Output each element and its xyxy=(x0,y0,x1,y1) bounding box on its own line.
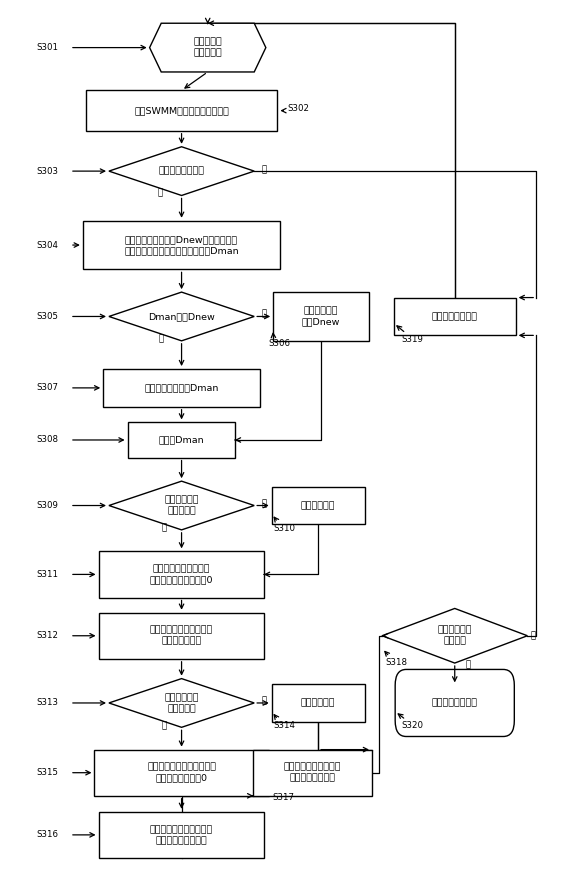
Text: S309: S309 xyxy=(36,501,58,510)
Text: 该管段管径更新为Dman: 该管段管径更新为Dman xyxy=(144,383,219,392)
Text: Dman大于Dnew: Dman大于Dnew xyxy=(148,312,215,321)
Bar xyxy=(272,487,364,525)
Text: 是: 是 xyxy=(262,696,267,705)
Text: 获取下一管段参数: 获取下一管段参数 xyxy=(432,312,478,321)
FancyBboxPatch shape xyxy=(395,669,515,736)
Text: S317: S317 xyxy=(272,794,294,803)
Text: 更新相连管段在下游检查
井处的进、出水偏移: 更新相连管段在下游检查 井处的进、出水偏移 xyxy=(150,825,213,845)
Text: 更新上游检查井内底标
高，井深，进水偏移为0: 更新上游检查井内底标 高，井深，进水偏移为0 xyxy=(150,565,213,584)
Text: S316: S316 xyxy=(36,830,58,839)
Bar xyxy=(394,297,516,335)
Text: S315: S315 xyxy=(36,768,58,777)
Polygon shape xyxy=(109,147,254,196)
Text: S320: S320 xyxy=(401,721,423,730)
Text: S313: S313 xyxy=(36,698,58,707)
Text: 一次管径调整结束: 一次管径调整结束 xyxy=(432,698,478,707)
Text: S311: S311 xyxy=(36,570,58,579)
Text: S307: S307 xyxy=(36,383,58,392)
Text: 更新下游所有管径，井
深和进，出水偏移: 更新下游所有管径，井 深和进，出水偏移 xyxy=(284,763,341,782)
Text: S302: S302 xyxy=(287,104,310,113)
Text: 最大水深大于管径: 最大水深大于管径 xyxy=(159,166,204,175)
Text: 该管段管径更
新为Dnew: 该管段管径更 新为Dnew xyxy=(302,306,340,327)
Text: S319: S319 xyxy=(401,335,423,343)
Text: S306: S306 xyxy=(269,339,291,348)
Text: 更新出水偏移: 更新出水偏移 xyxy=(301,698,335,707)
Polygon shape xyxy=(109,679,254,727)
Polygon shape xyxy=(150,23,266,72)
Bar xyxy=(95,750,269,796)
Text: S303: S303 xyxy=(36,166,58,175)
Text: S305: S305 xyxy=(36,312,58,321)
Text: S312: S312 xyxy=(36,631,58,640)
Text: 否: 否 xyxy=(262,165,267,174)
Text: 否: 否 xyxy=(161,721,166,730)
Text: 否: 否 xyxy=(161,523,166,532)
Text: 是: 是 xyxy=(465,661,470,670)
Bar xyxy=(99,612,265,658)
Polygon shape xyxy=(382,609,527,663)
Polygon shape xyxy=(109,292,254,341)
Text: 是: 是 xyxy=(158,335,164,343)
Text: 进水偏移大于
管径增加量: 进水偏移大于 管径增加量 xyxy=(164,496,199,516)
Text: 该管段进水节
点为起点: 该管段进水节 点为起点 xyxy=(437,626,472,646)
Bar xyxy=(253,750,372,796)
Text: S314: S314 xyxy=(273,721,296,730)
Bar xyxy=(83,220,280,269)
Bar xyxy=(128,422,235,458)
Polygon shape xyxy=(109,481,254,530)
Text: 更新相连管段在上游检查
井处的出水偏移: 更新相连管段在上游检查 井处的出水偏移 xyxy=(150,626,213,646)
Bar xyxy=(99,812,265,858)
Text: S308: S308 xyxy=(36,435,58,444)
Text: 增大一级管径定义为Dnew，基于最大流
量，用曼宁公式计算管径，定义为Dman: 增大一级管径定义为Dnew，基于最大流 量，用曼宁公式计算管径，定义为Dman xyxy=(124,235,239,255)
Text: 是: 是 xyxy=(262,499,267,508)
Text: 是: 是 xyxy=(157,189,162,197)
Text: 更新进水偏移: 更新进水偏移 xyxy=(301,501,335,510)
Text: 调用SWMM水文、水力计算模块: 调用SWMM水文、水力计算模块 xyxy=(134,106,229,115)
Text: 否: 否 xyxy=(262,310,267,319)
Bar xyxy=(103,369,260,407)
Text: S310: S310 xyxy=(273,524,296,533)
Text: 否: 否 xyxy=(530,631,536,640)
Text: S301: S301 xyxy=(36,43,58,52)
Bar xyxy=(273,292,369,341)
Bar xyxy=(272,684,364,722)
Text: S318: S318 xyxy=(385,658,407,667)
Text: 标准化Dman: 标准化Dman xyxy=(159,435,204,444)
Bar xyxy=(99,551,265,597)
Bar xyxy=(86,90,277,131)
Text: 更新下游检查井内底标高，
井深，出水偏移为0: 更新下游检查井内底标高， 井深，出水偏移为0 xyxy=(147,763,216,782)
Text: 出水偏移大于
管径增加量: 出水偏移大于 管径增加量 xyxy=(164,693,199,713)
Text: S304: S304 xyxy=(36,241,58,250)
Text: 获取下游末
端管道参数: 获取下游末 端管道参数 xyxy=(193,37,222,58)
